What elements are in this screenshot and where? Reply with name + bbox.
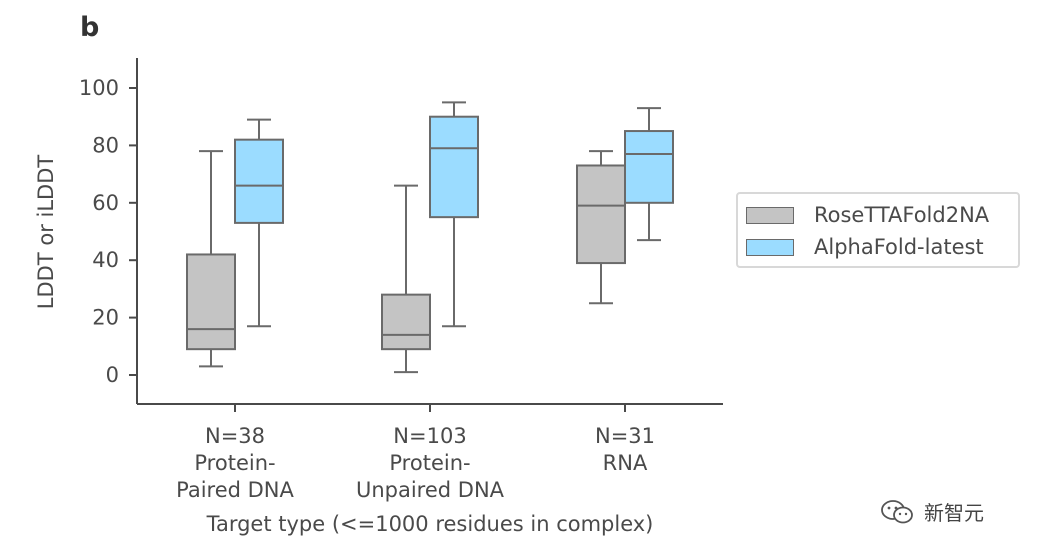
box-alphafold-latest-2 — [624, 107, 674, 242]
box-iqr — [234, 138, 284, 224]
legend-label: AlphaFold-latest — [814, 235, 984, 259]
box-iqr — [381, 293, 431, 351]
x-tick-label: N=31 RNA — [595, 424, 655, 475]
watermark-text: 新智元 — [924, 501, 984, 525]
y-tick-label: 20 — [92, 306, 119, 330]
y-tick-label: 100 — [79, 76, 119, 100]
legend-item-rosettafold2na: RoseTTAFold2NA — [746, 202, 989, 228]
legend-item-alphafold-latest: AlphaFold-latest — [746, 234, 984, 260]
y-axis: 0 20 40 60 80 100 — [79, 58, 138, 404]
y-tick-label: 40 — [92, 248, 119, 272]
y-tick-label: 60 — [92, 191, 119, 215]
wechat-icon — [881, 499, 913, 523]
legend: RoseTTAFold2NA AlphaFold-latest — [736, 192, 1020, 268]
box-alphafold-latest-0 — [234, 118, 284, 328]
legend-swatch — [746, 238, 794, 256]
x-tick-label: N=38 Protein-Paired DNA — [176, 424, 294, 502]
box-iqr — [186, 253, 236, 351]
box-iqr — [429, 115, 479, 219]
y-tick-label: 80 — [92, 133, 119, 157]
box-iqr — [624, 130, 674, 204]
box-rosettafold2na-2 — [576, 150, 626, 305]
box-rosettafold2na-1 — [381, 184, 431, 374]
x-axis-label: Target type (<=1000 residues in complex) — [206, 512, 654, 536]
legend-label: RoseTTAFold2NA — [814, 203, 990, 227]
watermark: 新智元 — [880, 497, 984, 526]
box-alphafold-latest-1 — [429, 101, 479, 328]
y-tick-label: 0 — [106, 363, 119, 387]
legend-swatch — [746, 206, 794, 224]
box-plot-area — [186, 101, 674, 374]
x-axis: N=38 Protein-Paired DNA N=103 Protein-Unpai… — [137, 403, 723, 502]
x-tick-label: N=103 Protein-Unpaired DNA — [356, 424, 505, 502]
box-iqr — [576, 164, 626, 265]
box-rosettafold2na-0 — [186, 150, 236, 368]
panel-letter: b — [80, 12, 100, 43]
y-axis-label: LDDT or iLDDT — [34, 155, 58, 310]
